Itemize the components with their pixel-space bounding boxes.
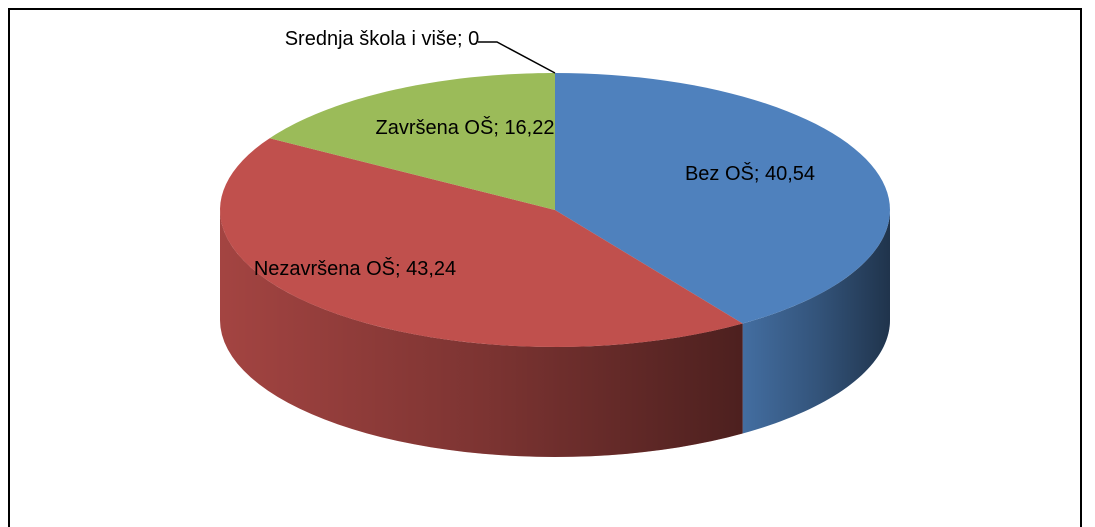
separator: ;: [753, 163, 765, 185]
data-label: Bez OŠ; 40,54: [650, 160, 850, 188]
data-label: Srednja škola i više; 0: [282, 25, 482, 53]
data-label: Završena OŠ; 16,22: [365, 114, 565, 142]
slice-side-shade: [742, 210, 890, 434]
value-label: 0: [468, 28, 480, 50]
data-label: Nezavršena OŠ; 43,24: [230, 255, 480, 283]
category: Bez OŠ: [684, 163, 754, 185]
slice: [555, 73, 890, 324]
category: Nezavršena OŠ: [253, 258, 395, 280]
category: Srednja škola i više: [284, 28, 458, 50]
separator: ;: [493, 117, 505, 139]
separator: ;: [394, 258, 407, 280]
value-label: 16,22: [504, 117, 555, 139]
leader-line: [478, 41, 556, 74]
slice: [220, 138, 743, 347]
value-label: 40,54: [764, 163, 816, 185]
separator: ;: [457, 28, 469, 50]
slice: [269, 73, 555, 210]
slice-side-shade: [220, 210, 743, 457]
value-label: 43,24: [406, 258, 457, 280]
chart-frame: [8, 8, 1082, 527]
category: Završena OŠ: [375, 117, 494, 139]
